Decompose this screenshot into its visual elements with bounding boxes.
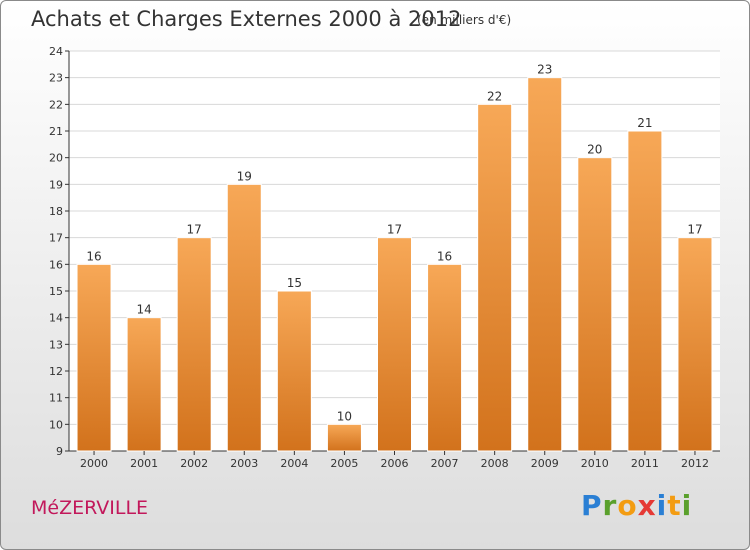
x-tick-label: 2010	[581, 457, 609, 470]
bar	[126, 317, 162, 452]
y-tick-label: 17	[49, 232, 63, 245]
x-tick-label: 2005	[330, 457, 358, 470]
logo-letter: r	[602, 489, 618, 522]
y-tick-label: 20	[49, 152, 63, 165]
bar	[226, 183, 262, 452]
bar	[577, 157, 613, 452]
data-label: 17	[387, 223, 402, 237]
x-tick-label: 2002	[180, 457, 208, 470]
x-tick-label: 2001	[130, 457, 158, 470]
x-tick-label: 2011	[631, 457, 659, 470]
bar	[477, 103, 513, 452]
x-tick-label: 2003	[230, 457, 258, 470]
commune-name: MéZERVILLE	[31, 497, 149, 519]
bar	[76, 263, 112, 452]
data-label: 10	[337, 409, 352, 423]
y-tick-label: 14	[49, 312, 63, 325]
y-tick-label: 21	[49, 125, 63, 138]
bar	[377, 237, 412, 452]
x-tick-label: 2007	[431, 457, 459, 470]
y-tick-label: 24	[49, 45, 63, 58]
x-tick-label: 2000	[80, 457, 108, 470]
data-label: 23	[537, 63, 552, 77]
x-tick-label: 2006	[381, 457, 409, 470]
y-tick-label: 15	[49, 285, 63, 298]
y-tick-label: 11	[49, 392, 63, 405]
bar	[527, 77, 563, 452]
bar	[326, 423, 362, 452]
data-label: 15	[287, 276, 302, 290]
logo-letter: i	[681, 489, 693, 522]
x-tick-label: 2008	[481, 457, 509, 470]
x-tick-label: 2012	[681, 457, 709, 470]
y-tick-label: 13	[49, 338, 63, 351]
data-label: 22	[487, 89, 502, 103]
y-tick-label: 23	[49, 72, 63, 85]
data-label: 16	[437, 249, 452, 263]
data-label: 19	[237, 169, 252, 183]
bar	[627, 130, 663, 452]
y-tick-label: 18	[49, 205, 63, 218]
data-label: 17	[687, 223, 702, 237]
y-tick-label: 12	[49, 365, 63, 378]
y-tick-label: 19	[49, 178, 63, 191]
bar	[427, 263, 463, 452]
y-tick-label: 16	[49, 258, 63, 271]
chart-unit: (en milliers d'€)	[417, 13, 512, 27]
proxiti-logo: Proxiti	[581, 489, 692, 522]
data-label: 14	[136, 303, 151, 317]
x-tick-label: 2009	[531, 457, 559, 470]
bar	[276, 290, 312, 452]
y-tick-label: 22	[49, 98, 63, 111]
logo-letter: P	[581, 489, 603, 522]
data-label: 16	[86, 249, 101, 263]
y-tick-label: 9	[56, 445, 63, 458]
logo-letter: t	[667, 489, 682, 522]
chart-title: Achats et Charges Externes 2000 à 2012	[31, 7, 462, 31]
x-tick-label: 2004	[280, 457, 308, 470]
logo-letter: o	[617, 489, 638, 522]
data-label: 17	[187, 223, 202, 237]
logo-letter: x	[637, 489, 657, 522]
bar	[176, 237, 212, 452]
y-tick-label: 10	[49, 418, 63, 431]
logo-letter: i	[656, 489, 668, 522]
data-label: 20	[587, 143, 602, 157]
bar	[677, 237, 713, 452]
data-label: 21	[637, 116, 652, 130]
